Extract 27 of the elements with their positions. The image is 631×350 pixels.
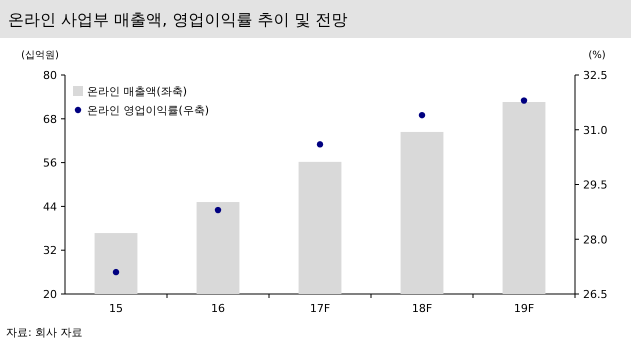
y-tick-label: 56 [43, 156, 57, 170]
y2-tick-label: 31.0 [583, 124, 608, 137]
point [316, 141, 324, 148]
legend-label: 온라인 매출액(좌축) [87, 85, 188, 98]
point [112, 268, 120, 276]
y2-tick-label: 28.0 [583, 233, 608, 246]
point [418, 112, 426, 118]
x-tick-label: 17F [310, 302, 330, 315]
x-tick-label: 16 [211, 302, 225, 315]
y-tick-label: 32 [43, 244, 57, 258]
y-tick-label: 68 [43, 112, 57, 126]
text: 자료: 회사 자료 [6, 326, 83, 339]
y2-tick-label: 26.5 [583, 288, 608, 301]
y-tick-label: 20 [43, 288, 57, 301]
y2-tick-label: 32.5 [583, 69, 608, 82]
y-tick-label: 80 [43, 69, 57, 82]
y-tick-label: 44 [43, 200, 57, 214]
x-tick-label: 19F [514, 302, 534, 315]
y-axis-title: (십억원) [21, 50, 59, 61]
x-tick-label: 18F [412, 302, 432, 315]
point [214, 206, 222, 214]
y2-tick-label: 29.5 [583, 178, 608, 192]
point [520, 97, 528, 104]
chart-title: 온라인 사업부 매출액, 영업이익률 추이 및 전망 [8, 10, 348, 29]
x-tick-label: 15 [109, 302, 123, 315]
legend-label: 온라인 영업이익률(우축) [87, 104, 210, 117]
y2-axis-title: (%) [588, 50, 606, 61]
